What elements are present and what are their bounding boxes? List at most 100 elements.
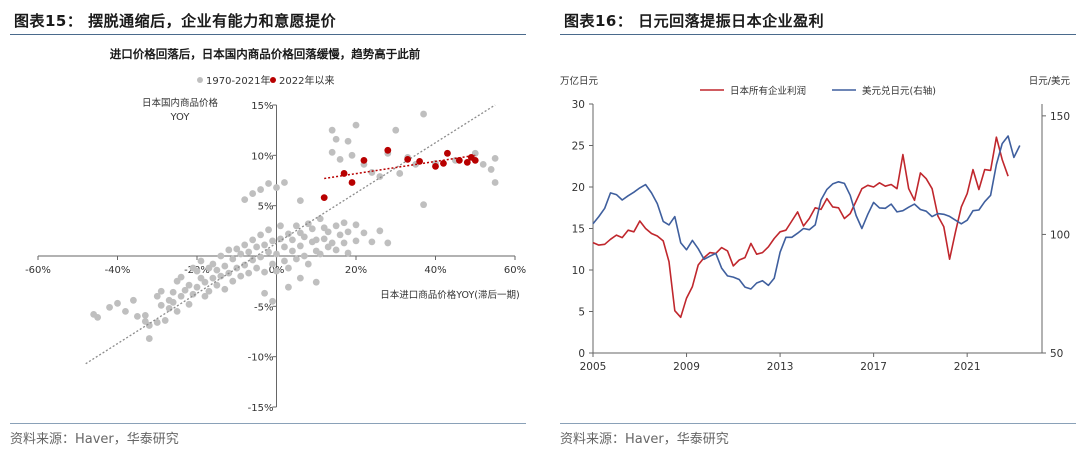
data-point-hist (324, 228, 332, 236)
data-point-recent (360, 156, 368, 164)
data-point-hist (281, 257, 288, 265)
data-point-hist (296, 197, 304, 205)
data-point-hist (133, 313, 141, 320)
legend-marker (197, 77, 203, 83)
data-point-hist (487, 166, 495, 173)
y-tick-label: 10% (251, 151, 273, 162)
data-point-hist (273, 250, 280, 258)
data-point-hist (165, 304, 173, 312)
data-point-hist (201, 292, 209, 300)
data-point-hist (245, 248, 253, 256)
data-point-hist (344, 249, 352, 257)
x-tick-label: -40% (105, 265, 131, 276)
data-point-hist (352, 221, 360, 229)
data-point-hist (320, 235, 328, 243)
data-point-hist (213, 266, 221, 274)
data-point-hist (392, 126, 400, 134)
data-point-hist (201, 278, 209, 286)
data-point-hist (106, 303, 113, 311)
x-tick-label: 2009 (673, 361, 700, 373)
data-point-hist (352, 121, 360, 129)
data-point-hist (169, 288, 177, 296)
data-point-hist (221, 285, 229, 293)
data-point-recent (432, 163, 439, 170)
data-point-hist (289, 247, 296, 255)
data-point-hist (189, 290, 197, 298)
data-point-hist (479, 160, 487, 168)
data-point-hist (141, 311, 149, 319)
data-point-hist (277, 222, 284, 230)
data-point-hist (261, 241, 268, 249)
data-point-hist (114, 299, 121, 307)
left-tick-label: 25 (572, 141, 585, 153)
data-point-hist (328, 148, 336, 156)
bottom-rule (10, 423, 526, 424)
y-tick-label: -10% (248, 353, 274, 364)
data-point-hist (249, 236, 257, 244)
y-tick-label: 5% (258, 202, 274, 213)
data-point-hist (292, 222, 300, 230)
data-point-hist (336, 231, 344, 239)
legend-label: 1970-2021年 (206, 74, 271, 87)
data-point-recent (471, 156, 479, 164)
right-axis-label: 日元/美元 (1029, 75, 1071, 87)
data-point-hist (384, 239, 392, 247)
data-point-hist (193, 267, 201, 275)
data-point-recent (455, 156, 463, 164)
left-tick-label: 5 (578, 307, 585, 319)
data-point-hist (237, 272, 245, 280)
data-point-hist (209, 260, 217, 268)
title-rule (10, 34, 526, 35)
data-point-hist (269, 260, 276, 268)
data-point-hist (241, 196, 249, 204)
data-point-hist (185, 300, 193, 308)
data-point-hist (229, 255, 237, 263)
data-point-hist (396, 170, 404, 177)
data-point-hist (257, 231, 264, 239)
source-note: 资料来源：Haver，华泰研究 (10, 432, 179, 447)
data-point-hist (173, 307, 181, 315)
scatter-chart: 进口价格回落后，日本国内商品价格回落缓慢，趋势高于此前 1970-2021年 202… (25, 47, 526, 414)
y-tick-label: 15% (251, 101, 273, 112)
data-point-recent (416, 157, 423, 165)
data-point-hist (344, 137, 352, 145)
data-point-hist (277, 235, 284, 243)
x-tick-label: 60% (504, 265, 526, 276)
data-point-hist (360, 229, 368, 237)
legend-label: 日本所有企业利润 (730, 85, 806, 97)
x-tick-label: 2017 (860, 361, 887, 373)
data-point-hist (273, 184, 280, 191)
x-axis-label: 日本进口商品价格YOY(滞后一期) (380, 289, 519, 301)
data-point-hist (257, 253, 264, 261)
data-point-hist (253, 243, 261, 251)
data-point-hist (197, 257, 205, 265)
trend-line-hist (85, 104, 496, 365)
data-point-hist (177, 273, 185, 281)
x-tick-label: 40% (424, 265, 446, 276)
data-point-hist (420, 201, 427, 209)
data-point-hist (316, 215, 324, 223)
data-point-hist (296, 274, 304, 282)
data-point-hist (217, 272, 225, 280)
data-point-recent (440, 159, 447, 167)
data-point-hist (368, 238, 376, 246)
series-profits-line (592, 136, 1009, 319)
data-point-hist (281, 179, 288, 186)
data-point-hist (181, 286, 189, 294)
data-point-hist (245, 269, 253, 277)
data-point-hist (229, 277, 237, 285)
data-point-hist (193, 283, 201, 291)
left-tick-label: 20 (572, 182, 585, 194)
data-point-hist (292, 255, 300, 263)
data-point-hist (157, 287, 165, 295)
y-tick-label: -15% (248, 403, 274, 414)
series-usdjpy-line (592, 135, 1021, 290)
data-point-hist (269, 237, 276, 245)
data-point-hist (269, 297, 276, 305)
data-point-hist (273, 267, 280, 275)
legend-marker (270, 77, 276, 83)
x-tick-label: 20% (345, 265, 367, 276)
data-point-hist (376, 227, 384, 235)
data-point-hist (285, 264, 292, 272)
